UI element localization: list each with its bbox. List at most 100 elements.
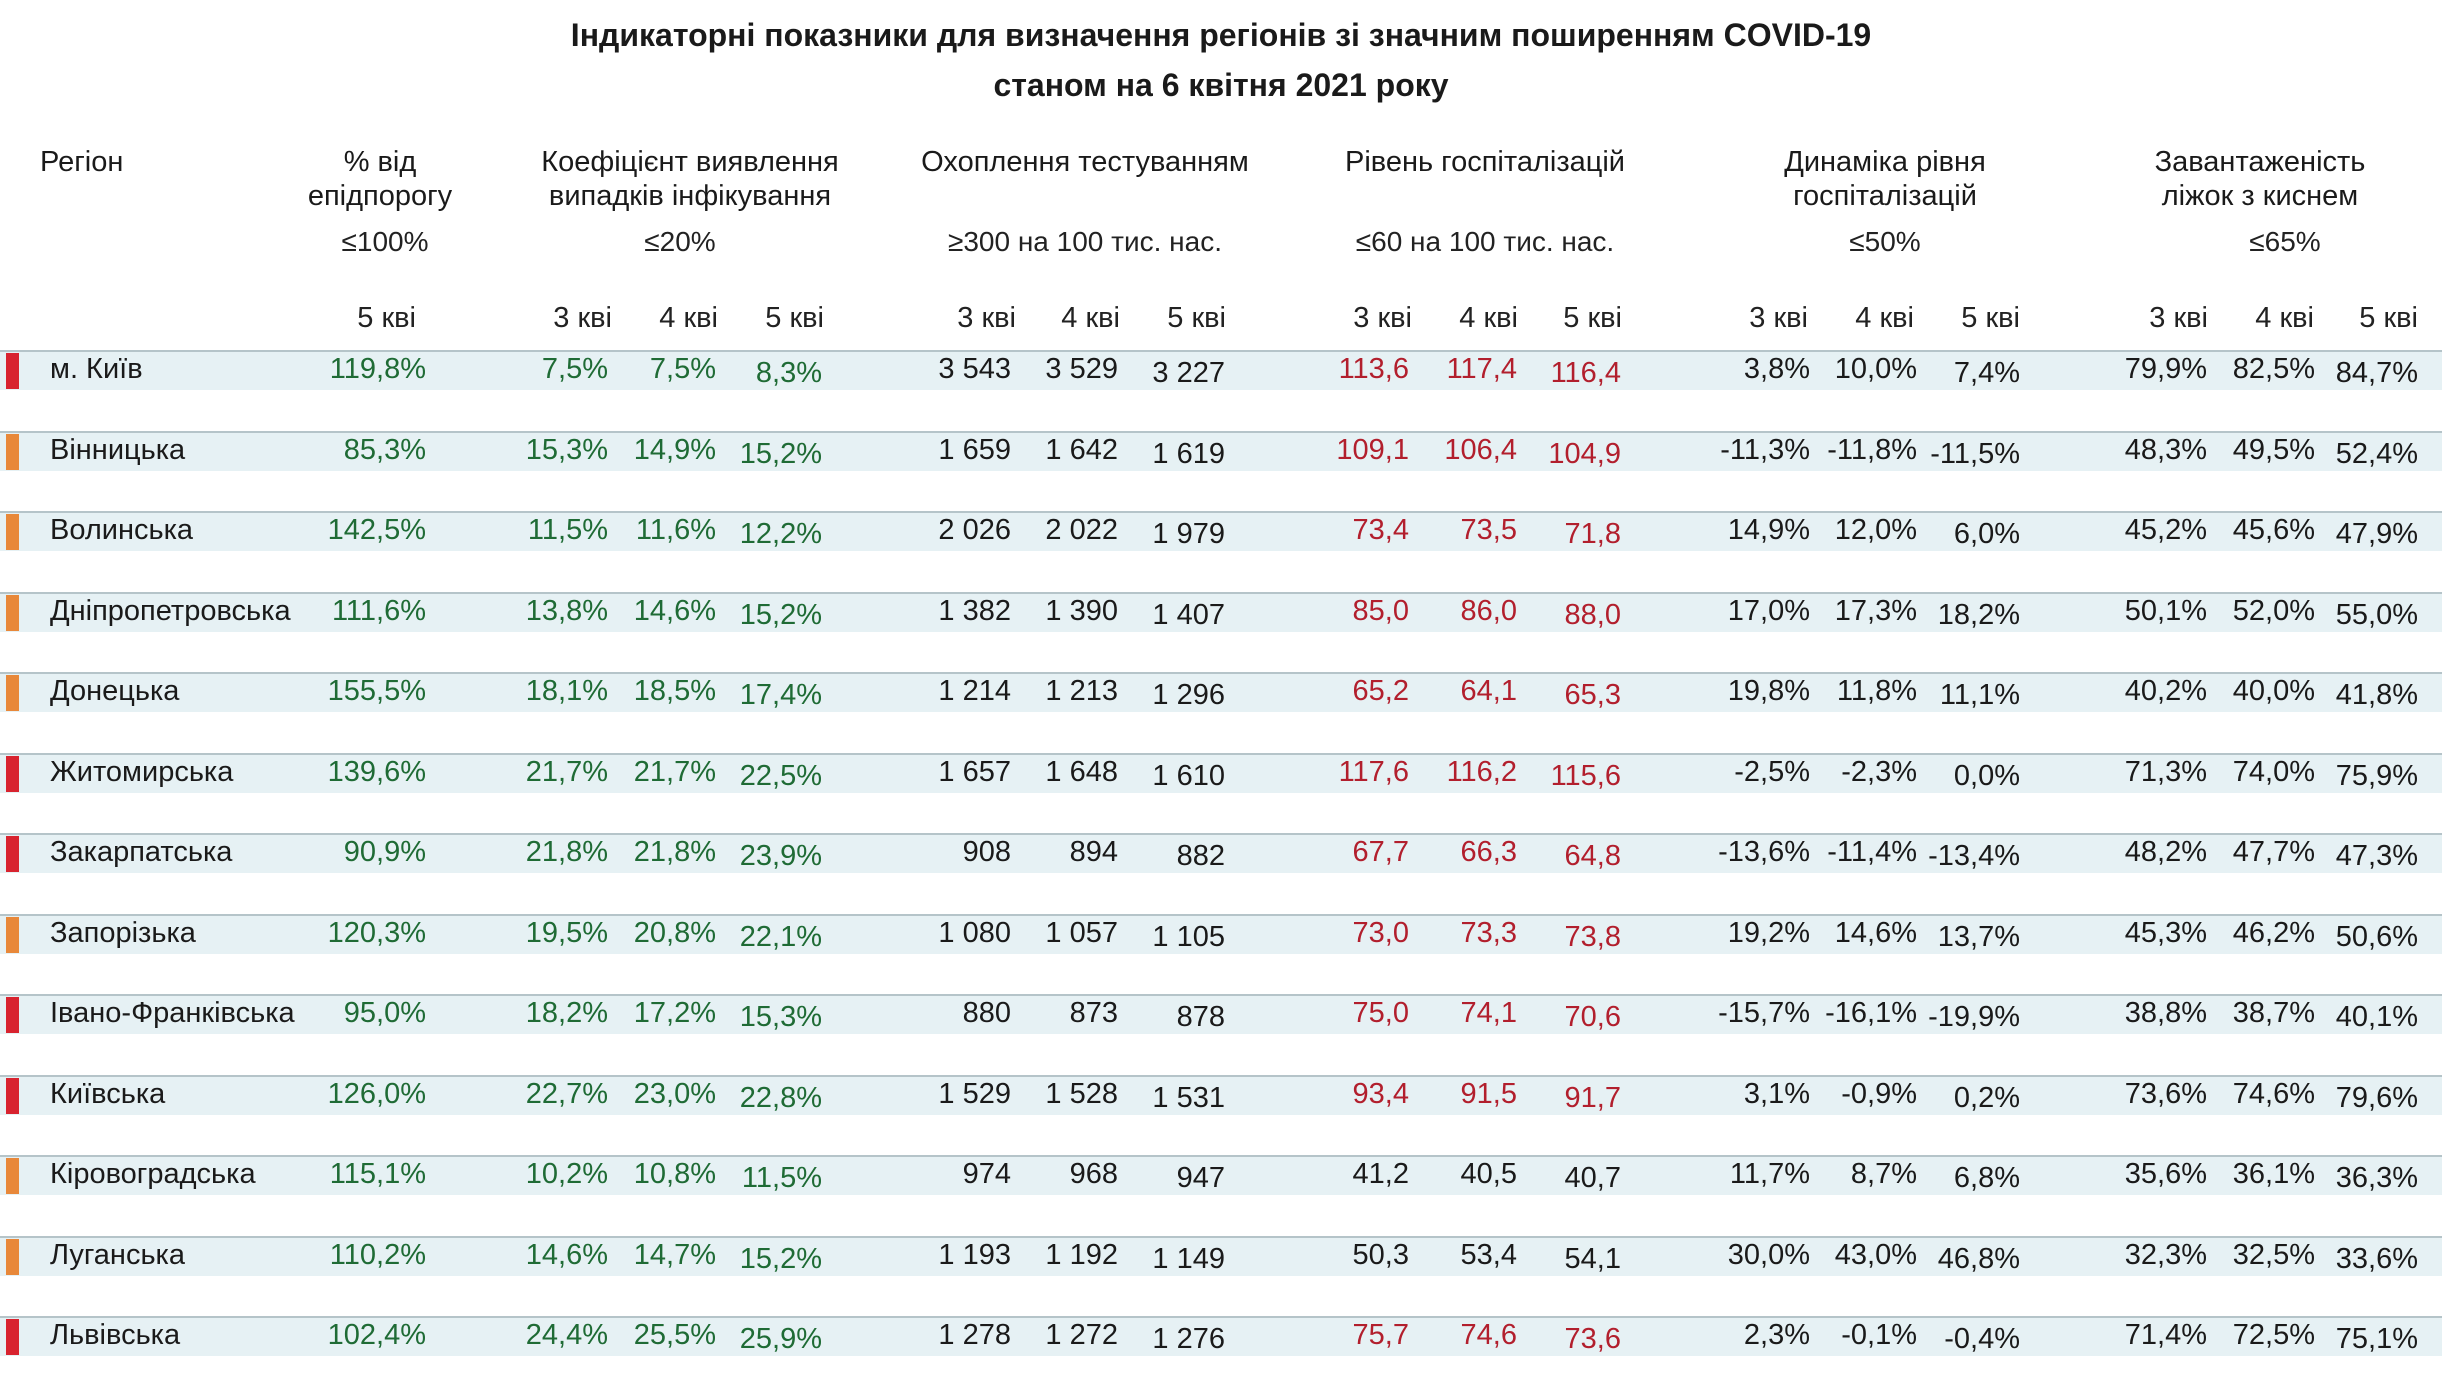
table-cell-detect: 17,4% (739, 679, 822, 711)
table-cell-dyn: 18,2% (1937, 598, 2020, 631)
table-cell-detect: 15,2% (739, 1242, 822, 1275)
row-divider (0, 1235, 2442, 1238)
table-cell-hosp: 71,8 (1564, 518, 1621, 550)
header-epi-line2: епідпорогу (307, 180, 453, 212)
row-divider (0, 672, 2442, 674)
table-cell-beds: 45,2% (2124, 514, 2207, 546)
table-cell-dyn: 3,8% (1743, 353, 1810, 385)
day-label: 5 кві (765, 302, 824, 334)
chart-title-line1: Індикаторні показники для визначення рег… (570, 17, 1872, 53)
row-divider (0, 1155, 2442, 1157)
table-cell-detect: 10,2% (525, 1158, 608, 1190)
table-cell-dyn: 12,0% (1834, 514, 1917, 546)
table-cell-detect: 15,3% (525, 433, 608, 466)
table-cell-hosp: 117,6 (1338, 755, 1409, 788)
table-cell-dyn: -19,9% (1928, 1001, 2020, 1033)
region-name: Київська (50, 1077, 166, 1110)
status-marker (6, 755, 19, 792)
table-cell-hosp: 64,8 (1564, 840, 1621, 872)
day-label: 4 кві (2255, 302, 2314, 334)
day-label: 5 кві (357, 302, 416, 334)
header-epi-line1: % від (343, 146, 417, 178)
row-divider (0, 350, 2442, 352)
table-cell-detect: 11,6% (635, 514, 716, 546)
header-detect-line1: Коефіцієнт виявлення (541, 146, 839, 178)
day-label: 4 кві (1061, 302, 1120, 334)
table-cell-hosp: 67,7 (1352, 836, 1409, 868)
row-divider (0, 752, 2442, 755)
table-cell-epi: 95,0% (343, 997, 426, 1029)
header-beds-line1: Завантаженість (2154, 146, 2366, 178)
table-cell-beds: 74,6% (2232, 1077, 2315, 1110)
row-band (0, 835, 2442, 873)
header-hospitalization-dynamics: Динаміка рівня госпіталізацій (1700, 145, 2070, 213)
header-hospitalization-rate: Рівень госпіталізацій (1344, 146, 1626, 178)
table-cell-detect: 25,9% (739, 1323, 822, 1355)
chart-title-line2: станом на 6 квітня 2021 року (993, 67, 1449, 103)
table-cell-dyn: 11,1% (1939, 679, 2020, 711)
table-cell-testing: 974 (962, 1158, 1011, 1190)
table-cell-testing: 1 382 (938, 594, 1011, 627)
row-band (0, 352, 2442, 390)
table-cell-dyn: 11,8% (1836, 675, 1917, 707)
table-cell-detect: 25,5% (633, 1319, 716, 1351)
table-cell-dyn: 30,0% (1727, 1238, 1810, 1271)
table-cell-testing: 1 296 (1152, 679, 1225, 711)
table-cell-dyn: 17,3% (1834, 594, 1917, 627)
table-cell-dyn: 13,7% (1937, 920, 2020, 953)
table-cell-detect: 21,8% (633, 836, 716, 868)
table-cell-beds: 45,6% (2232, 514, 2315, 546)
table-cell-dyn: 10,0% (1834, 353, 1917, 385)
table-cell-hosp: 74,6 (1460, 1319, 1517, 1351)
table-cell-hosp: 53,4 (1460, 1238, 1517, 1271)
day-label: 5 кві (1961, 302, 2020, 334)
table-cell-hosp: 88,0 (1564, 598, 1621, 631)
status-marker (6, 997, 19, 1033)
table-cell-dyn: 46,8% (1937, 1242, 2020, 1275)
table-cell-testing: 1 659 (938, 433, 1011, 466)
table-cell-beds: 73,6% (2124, 1077, 2207, 1110)
table-cell-dyn: -2,3% (1841, 755, 1917, 788)
header-region: Регіон (40, 146, 124, 178)
table-cell-hosp: 40,7 (1564, 1162, 1621, 1194)
table-cell-detect: 14,7% (633, 1238, 716, 1271)
table-cell-epi: 111,6% (331, 594, 426, 627)
day-label: 4 кві (1459, 302, 1518, 334)
threshold-hosp: ≤60 на 100 тис. нас. (1355, 226, 1615, 257)
threshold-testing: ≥300 на 100 тис. нас. (947, 226, 1222, 257)
table-cell-epi: 142,5% (327, 514, 426, 546)
table-cell-detect: 12,2% (739, 518, 822, 550)
table-cell-beds: 79,9% (2124, 353, 2207, 385)
region-name: Донецька (50, 675, 180, 707)
table-cell-dyn: -11,4% (1827, 836, 1917, 868)
table-cell-epi: 85,3% (343, 433, 426, 466)
table-cell-hosp: 40,5 (1460, 1158, 1517, 1190)
table-cell-dyn: 0,0% (1953, 759, 2020, 792)
table-cell-detect: 11,5% (741, 1162, 822, 1194)
day-label: 3 кві (2149, 302, 2208, 334)
status-marker (6, 594, 19, 631)
table-cell-detect: 15,2% (739, 437, 822, 470)
table-cell-beds: 47,9% (2335, 518, 2418, 550)
table-cell-detect: 18,5% (633, 675, 716, 707)
table-cell-beds: 48,2% (2124, 836, 2207, 868)
threshold-dyn: ≤50% (1849, 226, 1921, 257)
table-cell-testing: 1 531 (1152, 1081, 1225, 1114)
table-cell-beds: 48,3% (2124, 433, 2207, 466)
table-cell-beds: 40,2% (2124, 675, 2207, 707)
table-cell-beds: 82,5% (2232, 353, 2315, 385)
region-name: Житомирська (50, 755, 234, 788)
region-name: Львівська (50, 1319, 181, 1351)
table-cell-beds: 32,3% (2124, 1238, 2207, 1271)
table-cell-dyn: 43,0% (1834, 1238, 1917, 1271)
table-cell-epi: 119,8% (329, 353, 426, 385)
table-cell-dyn: 19,8% (1727, 675, 1810, 707)
table-cell-hosp: 104,9 (1548, 437, 1621, 470)
table-cell-detect: 14,9% (633, 433, 716, 466)
table-cell-dyn: 17,0% (1727, 594, 1810, 627)
table-cell-testing: 1 149 (1152, 1242, 1225, 1275)
table-cell-hosp: 116,4 (1550, 357, 1621, 389)
row-band (0, 432, 2442, 471)
region-name: Запорізька (50, 916, 196, 949)
row-divider (0, 994, 2442, 996)
